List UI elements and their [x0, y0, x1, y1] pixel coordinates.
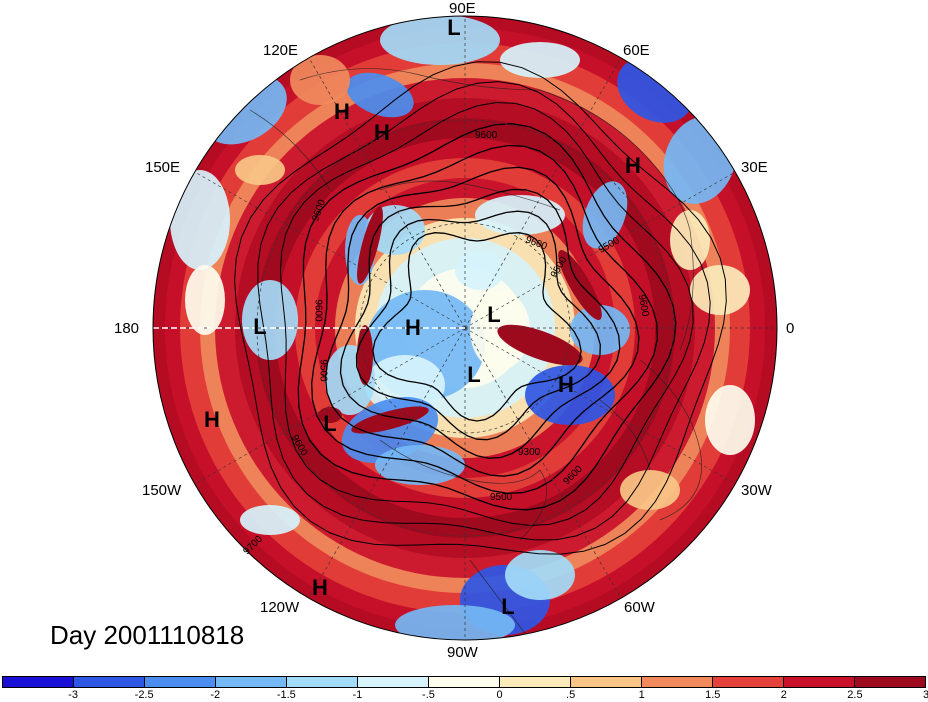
low-marker: H — [334, 99, 350, 124]
colorbar-swatch — [571, 677, 642, 687]
contour-label: 9500 — [490, 492, 513, 503]
colorbar-tick-label: 2 — [780, 689, 787, 701]
lon-label-30w: 30W — [741, 482, 772, 499]
high-marker: H — [312, 575, 328, 600]
colorbar-tick-label: -1.5 — [276, 689, 296, 701]
colorbar-tick-label: -2 — [210, 689, 221, 701]
lon-label-0: 0 — [786, 320, 795, 337]
date-title: Day 2001110818 — [50, 620, 245, 650]
high-marker: H — [405, 315, 421, 340]
colorbar-tick-label: 1 — [638, 689, 645, 701]
map-boundary — [152, 15, 778, 641]
low-marker: L — [253, 314, 267, 339]
low-marker: L — [501, 594, 515, 619]
contour-label: 9500 — [317, 359, 329, 382]
colorbar-swatch — [287, 677, 358, 687]
lon-label-90w: 90W — [447, 644, 478, 661]
contour-label: 9600 — [312, 299, 324, 322]
colorbar-swatch — [642, 677, 713, 687]
lon-label-180: 180 — [114, 320, 140, 337]
low-marker: L — [447, 15, 461, 40]
colorbar-swatch — [74, 677, 145, 687]
high-marker: H — [374, 120, 390, 145]
colorbar-swatch — [145, 677, 216, 687]
colorbar-tick-label: -1 — [352, 689, 363, 701]
colorbar-swatch — [3, 677, 74, 687]
colorbar-tick-label: -2.5 — [134, 689, 154, 701]
colorbar-tick-label: -.5 — [422, 689, 435, 701]
colorbar-swatch — [216, 677, 287, 687]
lon-label-90e: 90E — [449, 0, 476, 17]
colorbar-tick-label: .5 — [566, 689, 576, 701]
colorbar-tick-label: 0 — [496, 689, 503, 701]
low-marker: L — [323, 411, 337, 436]
colorbar-swatch — [429, 677, 500, 687]
high-marker: H — [625, 153, 641, 178]
lon-label-120e: 120E — [263, 42, 299, 59]
low-marker: L — [487, 302, 501, 327]
high-marker: H — [558, 372, 574, 397]
lon-label-120w: 120W — [260, 599, 300, 616]
contour-label: 9600 — [475, 130, 498, 141]
lon-label-60w: 60W — [624, 599, 655, 616]
lon-label-60e: 60E — [623, 42, 650, 59]
colorbar-tick-label: -3 — [68, 689, 78, 701]
colorbar-tick-label: 3 — [922, 689, 928, 701]
colorbar-swatch — [358, 677, 429, 687]
colorbar-swatch — [784, 677, 855, 687]
high-marker: H — [204, 407, 220, 432]
lon-label-150e: 150E — [145, 159, 181, 176]
colorbar-swatch — [500, 677, 571, 687]
lon-label-30e: 30E — [741, 159, 768, 176]
contour-label: 9300 — [518, 447, 541, 458]
low-marker: L — [467, 362, 481, 387]
colorbar-tick-label: 1.5 — [705, 689, 721, 701]
colorbar-swatch — [713, 677, 784, 687]
colorbar-tick-label: 2.5 — [847, 689, 863, 701]
colorbar-swatch — [855, 677, 925, 687]
lon-label-150w: 150W — [142, 482, 182, 499]
colorbar — [2, 676, 926, 688]
